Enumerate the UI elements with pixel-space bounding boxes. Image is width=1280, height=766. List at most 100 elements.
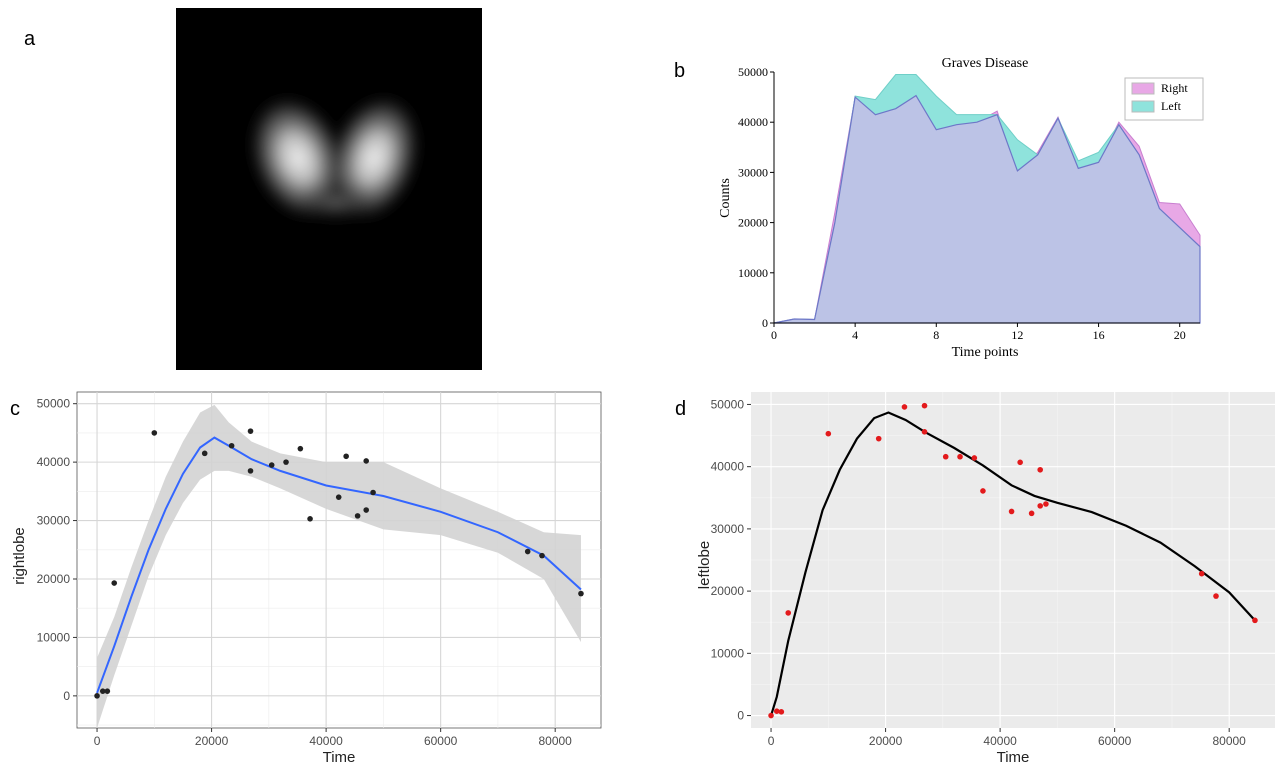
xtick-label: 20000	[195, 734, 229, 748]
chart-b-ylabel: Counts	[718, 178, 733, 218]
chart-b-xtick-label: 4	[852, 328, 858, 342]
data-point	[283, 459, 289, 465]
chart-c-ylabel: rightlobe	[11, 527, 28, 585]
ytick-label: 10000	[711, 646, 745, 660]
data-point	[980, 488, 986, 494]
data-point	[1043, 501, 1049, 507]
ytick-label: 30000	[711, 522, 745, 536]
data-point	[901, 404, 908, 410]
data-point	[773, 708, 780, 714]
xtick-label: 0	[768, 734, 775, 748]
data-point	[354, 513, 361, 519]
chart-b-ytick-label: 30000	[738, 165, 768, 179]
data-point	[785, 610, 792, 616]
data-point	[1037, 466, 1044, 473]
chart-c-xlabel: Time	[323, 749, 356, 766]
data-point	[363, 458, 370, 464]
fit-line	[769, 411, 1256, 716]
data-point	[94, 693, 100, 699]
xtick-label: 60000	[424, 734, 458, 748]
xtick-label: 0	[94, 734, 101, 748]
xtick-label: 40000	[983, 734, 1017, 748]
data-point	[297, 445, 304, 452]
panel-label-a: a	[24, 28, 36, 50]
chart-b-xtick-label: 8	[933, 328, 939, 342]
data-point	[578, 590, 584, 597]
legend-swatch-right	[1131, 82, 1155, 95]
chart-b-ytick-label: 20000	[738, 216, 768, 230]
data-point	[343, 453, 349, 460]
area-right	[773, 94, 1201, 324]
panel-background	[76, 391, 602, 729]
data-point	[1008, 508, 1015, 515]
chart-b-xtick-label: 20	[1174, 328, 1186, 342]
panel-label-c: c	[10, 398, 20, 420]
xtick-label: 60000	[1098, 734, 1132, 748]
chart-b-xlabel: Time points	[952, 345, 1019, 360]
data-point	[268, 462, 275, 468]
data-point	[99, 688, 106, 694]
thyroid-scan-image	[176, 8, 482, 370]
data-point	[363, 507, 370, 513]
legend-label-right: Right	[1161, 81, 1188, 95]
ytick-label: 30000	[37, 514, 71, 528]
panel-label-d: d	[675, 398, 687, 420]
panel-background	[751, 392, 1275, 728]
data-point	[1037, 503, 1044, 509]
data-point	[971, 455, 978, 461]
chart-b-xtick-label: 16	[1093, 328, 1105, 342]
ytick-label: 0	[737, 709, 744, 723]
ytick-label: 50000	[37, 397, 71, 411]
data-point	[524, 548, 531, 555]
chart-b-xtick-label: 12	[1011, 328, 1023, 342]
data-point	[942, 453, 949, 460]
chart-d-ylabel: leftlobe	[696, 541, 713, 589]
smooth-line	[96, 436, 582, 694]
scan-isthmus	[296, 181, 376, 225]
ytick-label: 50000	[711, 397, 745, 411]
data-point	[228, 442, 235, 449]
data-point	[335, 494, 342, 500]
chart-b-legend: Right Left	[1124, 77, 1204, 121]
legend-label-left: Left	[1161, 99, 1182, 113]
data-point	[247, 468, 254, 474]
ytick-label: 40000	[711, 460, 745, 474]
data-point	[1198, 570, 1205, 577]
data-point	[151, 430, 158, 436]
chart-b-ytick-label: 0	[762, 316, 768, 330]
data-point	[957, 453, 963, 460]
ytick-label: 10000	[37, 630, 71, 644]
data-point	[539, 552, 545, 559]
ytick-label: 20000	[37, 572, 71, 586]
data-point	[768, 712, 774, 719]
area-left	[773, 74, 1201, 324]
data-point	[307, 516, 313, 522]
xtick-label: 40000	[309, 734, 343, 748]
chart-b-ytick-label: 10000	[738, 266, 768, 280]
ytick-label: 20000	[711, 584, 745, 598]
data-point	[921, 429, 928, 435]
chart-b-title: Graves Disease	[942, 56, 1029, 71]
data-point	[875, 435, 882, 442]
data-point	[825, 430, 832, 437]
panel-label-b: b	[674, 60, 686, 82]
scan-graphic	[246, 91, 423, 225]
chart-d-xlabel: Time	[997, 749, 1030, 766]
xtick-label: 80000	[1212, 734, 1246, 748]
area-overlap	[773, 94, 1201, 324]
data-point	[247, 428, 254, 434]
data-point	[778, 709, 785, 715]
data-point	[370, 489, 376, 496]
xtick-label: 20000	[869, 734, 903, 748]
ytick-label: 0	[63, 689, 70, 703]
data-point	[921, 402, 928, 409]
xtick-label: 80000	[538, 734, 572, 748]
data-point	[111, 580, 118, 586]
data-point	[1213, 593, 1219, 599]
legend-swatch-left	[1131, 100, 1155, 113]
confidence-ribbon	[97, 404, 581, 728]
chart-b-ytick-label: 50000	[738, 65, 768, 79]
ytick-label: 40000	[37, 455, 71, 469]
data-point	[1252, 617, 1258, 624]
data-point	[104, 688, 111, 694]
